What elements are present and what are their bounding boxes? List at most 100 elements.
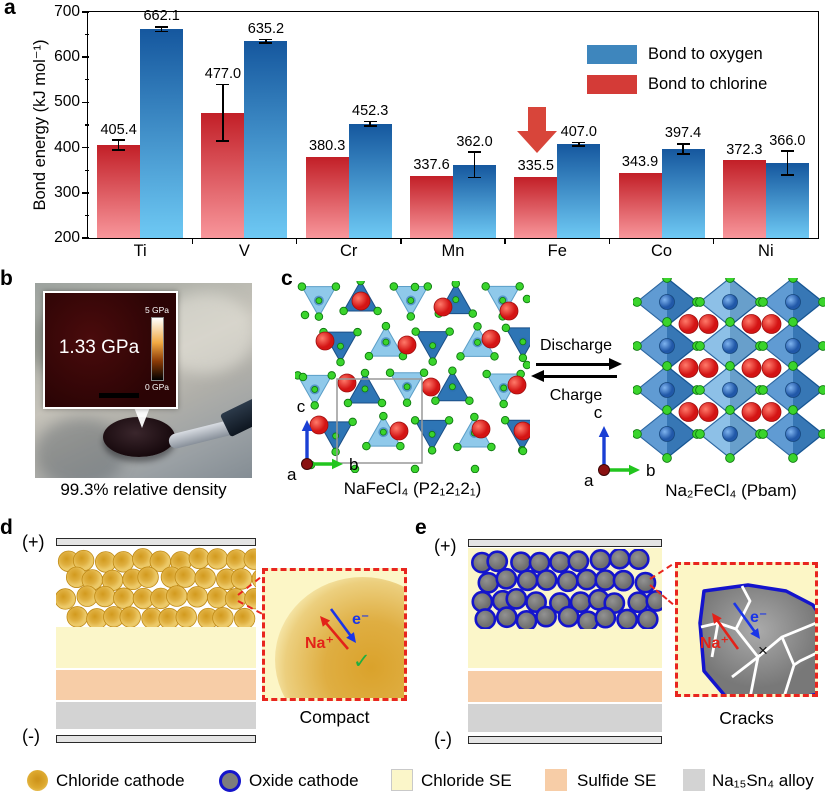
error-cap bbox=[216, 140, 230, 143]
x-category-label: Cr bbox=[339, 242, 358, 260]
y-minor-tick bbox=[84, 214, 89, 216]
oxide-cathode-particles bbox=[471, 549, 662, 629]
y-tick-mark bbox=[81, 237, 89, 239]
alloy-label: Na₁₅Sn₄ alloy bbox=[712, 771, 814, 790]
error-cap bbox=[259, 42, 273, 44]
electron-label-d: e⁻ bbox=[352, 611, 370, 628]
panel-d-positive: (+) bbox=[22, 532, 45, 552]
error-cap bbox=[468, 176, 481, 179]
compact-caption: Compact bbox=[299, 707, 370, 727]
y-minor-tick bbox=[84, 169, 89, 171]
na-ion-label-d: Na⁺ bbox=[305, 635, 334, 652]
y-tick-label: 500 bbox=[54, 93, 80, 111]
legend-label-oxygen: Bond to oxygen bbox=[648, 45, 763, 63]
bar bbox=[97, 145, 141, 238]
right-structure-formula: Na₂FeCl₄ (Pbam) bbox=[665, 481, 797, 500]
bar bbox=[557, 144, 601, 238]
discharge-label: Discharge bbox=[539, 337, 613, 354]
top-electrode-d bbox=[56, 538, 256, 546]
error-cap bbox=[572, 141, 586, 144]
y-minor-tick bbox=[84, 79, 89, 81]
na-ion-label-e: Na⁺ bbox=[700, 635, 729, 652]
bar bbox=[661, 148, 705, 238]
y-tick-mark bbox=[81, 192, 89, 194]
y-tick-mark bbox=[81, 56, 89, 58]
bar-value-label: 337.6 bbox=[413, 157, 450, 174]
legend-swatch-oxygen bbox=[587, 45, 637, 64]
bar bbox=[618, 172, 662, 238]
electron-label-e: e⁻ bbox=[750, 609, 768, 626]
error-cap bbox=[468, 151, 481, 153]
panel-c-label: c bbox=[281, 267, 293, 290]
error-cap bbox=[112, 139, 126, 141]
pressure-value: 1.33 GPa bbox=[58, 337, 140, 358]
x-category-label: Co bbox=[651, 242, 673, 260]
pressure-colorbar bbox=[151, 317, 164, 381]
legend-label-chlorine: Bond to chlorine bbox=[648, 75, 768, 93]
sulfide-se-swatch bbox=[545, 769, 567, 791]
x-category-label: V bbox=[238, 242, 250, 260]
discharge-arrow-head bbox=[609, 358, 622, 370]
cracked-particle-inset: Na⁺ e⁻ × bbox=[675, 562, 818, 697]
svg-text:c: c bbox=[297, 397, 306, 416]
x-tick-mark bbox=[295, 238, 298, 244]
svg-text:a: a bbox=[287, 465, 297, 482]
sulfide-se-layer-d bbox=[56, 670, 256, 700]
error-cap bbox=[363, 120, 377, 123]
discharge-arrow-line bbox=[536, 363, 610, 366]
bar-value-label: 335.5 bbox=[517, 158, 554, 175]
chloride-cathode-label: Chloride cathode bbox=[56, 771, 185, 790]
crystal-structure-na2fecl4 bbox=[633, 278, 825, 463]
y-tick-label: 600 bbox=[54, 48, 80, 66]
chloride-se-label: Chloride SE bbox=[421, 771, 512, 790]
charge-label: Charge bbox=[549, 387, 603, 404]
compact-particle-inset: Na⁺ e⁻ ✓ bbox=[262, 568, 407, 701]
axis-marker-left: c b a bbox=[287, 397, 358, 482]
error-bar bbox=[160, 26, 163, 32]
bar-value-label: 343.9 bbox=[621, 154, 659, 171]
x-category-label: Fe bbox=[547, 242, 567, 260]
bar bbox=[305, 156, 349, 238]
error-bar bbox=[682, 143, 684, 154]
panel-e-label: e bbox=[415, 516, 427, 539]
cracked-particle-art bbox=[698, 583, 815, 694]
colorbar-min-label: 0 GPa bbox=[144, 382, 170, 392]
scale-bar bbox=[99, 393, 139, 398]
error-cap bbox=[363, 125, 377, 127]
charge-arrow-head bbox=[531, 370, 544, 382]
bar bbox=[244, 41, 288, 238]
error-bar bbox=[473, 152, 476, 178]
bar-value-label: 662.1 bbox=[143, 8, 180, 25]
oxide-cathode-swatch bbox=[219, 770, 241, 792]
error-cap bbox=[780, 173, 794, 176]
x-tick-mark bbox=[608, 238, 611, 244]
panel-e-positive: (+) bbox=[434, 536, 457, 556]
axis-marker-right: c b a bbox=[584, 403, 655, 488]
bar-value-label: 362.0 bbox=[456, 133, 493, 150]
bar bbox=[410, 175, 453, 238]
bar bbox=[514, 176, 558, 238]
y-tick-mark bbox=[81, 11, 89, 13]
check-mark: ✓ bbox=[353, 650, 371, 673]
y-tick-label: 200 bbox=[54, 229, 80, 246]
x-tick-mark bbox=[504, 238, 506, 244]
sulfide-se-label: Sulfide SE bbox=[577, 771, 657, 790]
bar-value-label: 372.3 bbox=[726, 141, 763, 158]
bar bbox=[348, 123, 392, 238]
panel-a-label: a bbox=[4, 0, 16, 19]
cracks-caption: Cracks bbox=[719, 708, 774, 728]
left-structure-formula: NaFeCl₄ (P2₁2₁2₁) bbox=[343, 479, 482, 498]
error-cap bbox=[676, 152, 690, 155]
panel-e-negative: (-) bbox=[434, 729, 452, 749]
error-cap bbox=[676, 143, 690, 145]
fe-highlight-arrow-head bbox=[517, 131, 557, 153]
alloy-layer-d bbox=[56, 702, 256, 729]
y-tick-label: 400 bbox=[54, 138, 80, 156]
pellet-photo: 1.33 GPa 5 GPa 0 GPa bbox=[35, 283, 252, 478]
bar-value-label: 366.0 bbox=[769, 132, 806, 149]
y-tick-mark bbox=[81, 146, 89, 149]
x-category-label: Mn bbox=[441, 242, 465, 260]
error-bar bbox=[222, 84, 224, 142]
error-cap bbox=[259, 38, 273, 41]
y-tick-mark bbox=[81, 101, 89, 104]
